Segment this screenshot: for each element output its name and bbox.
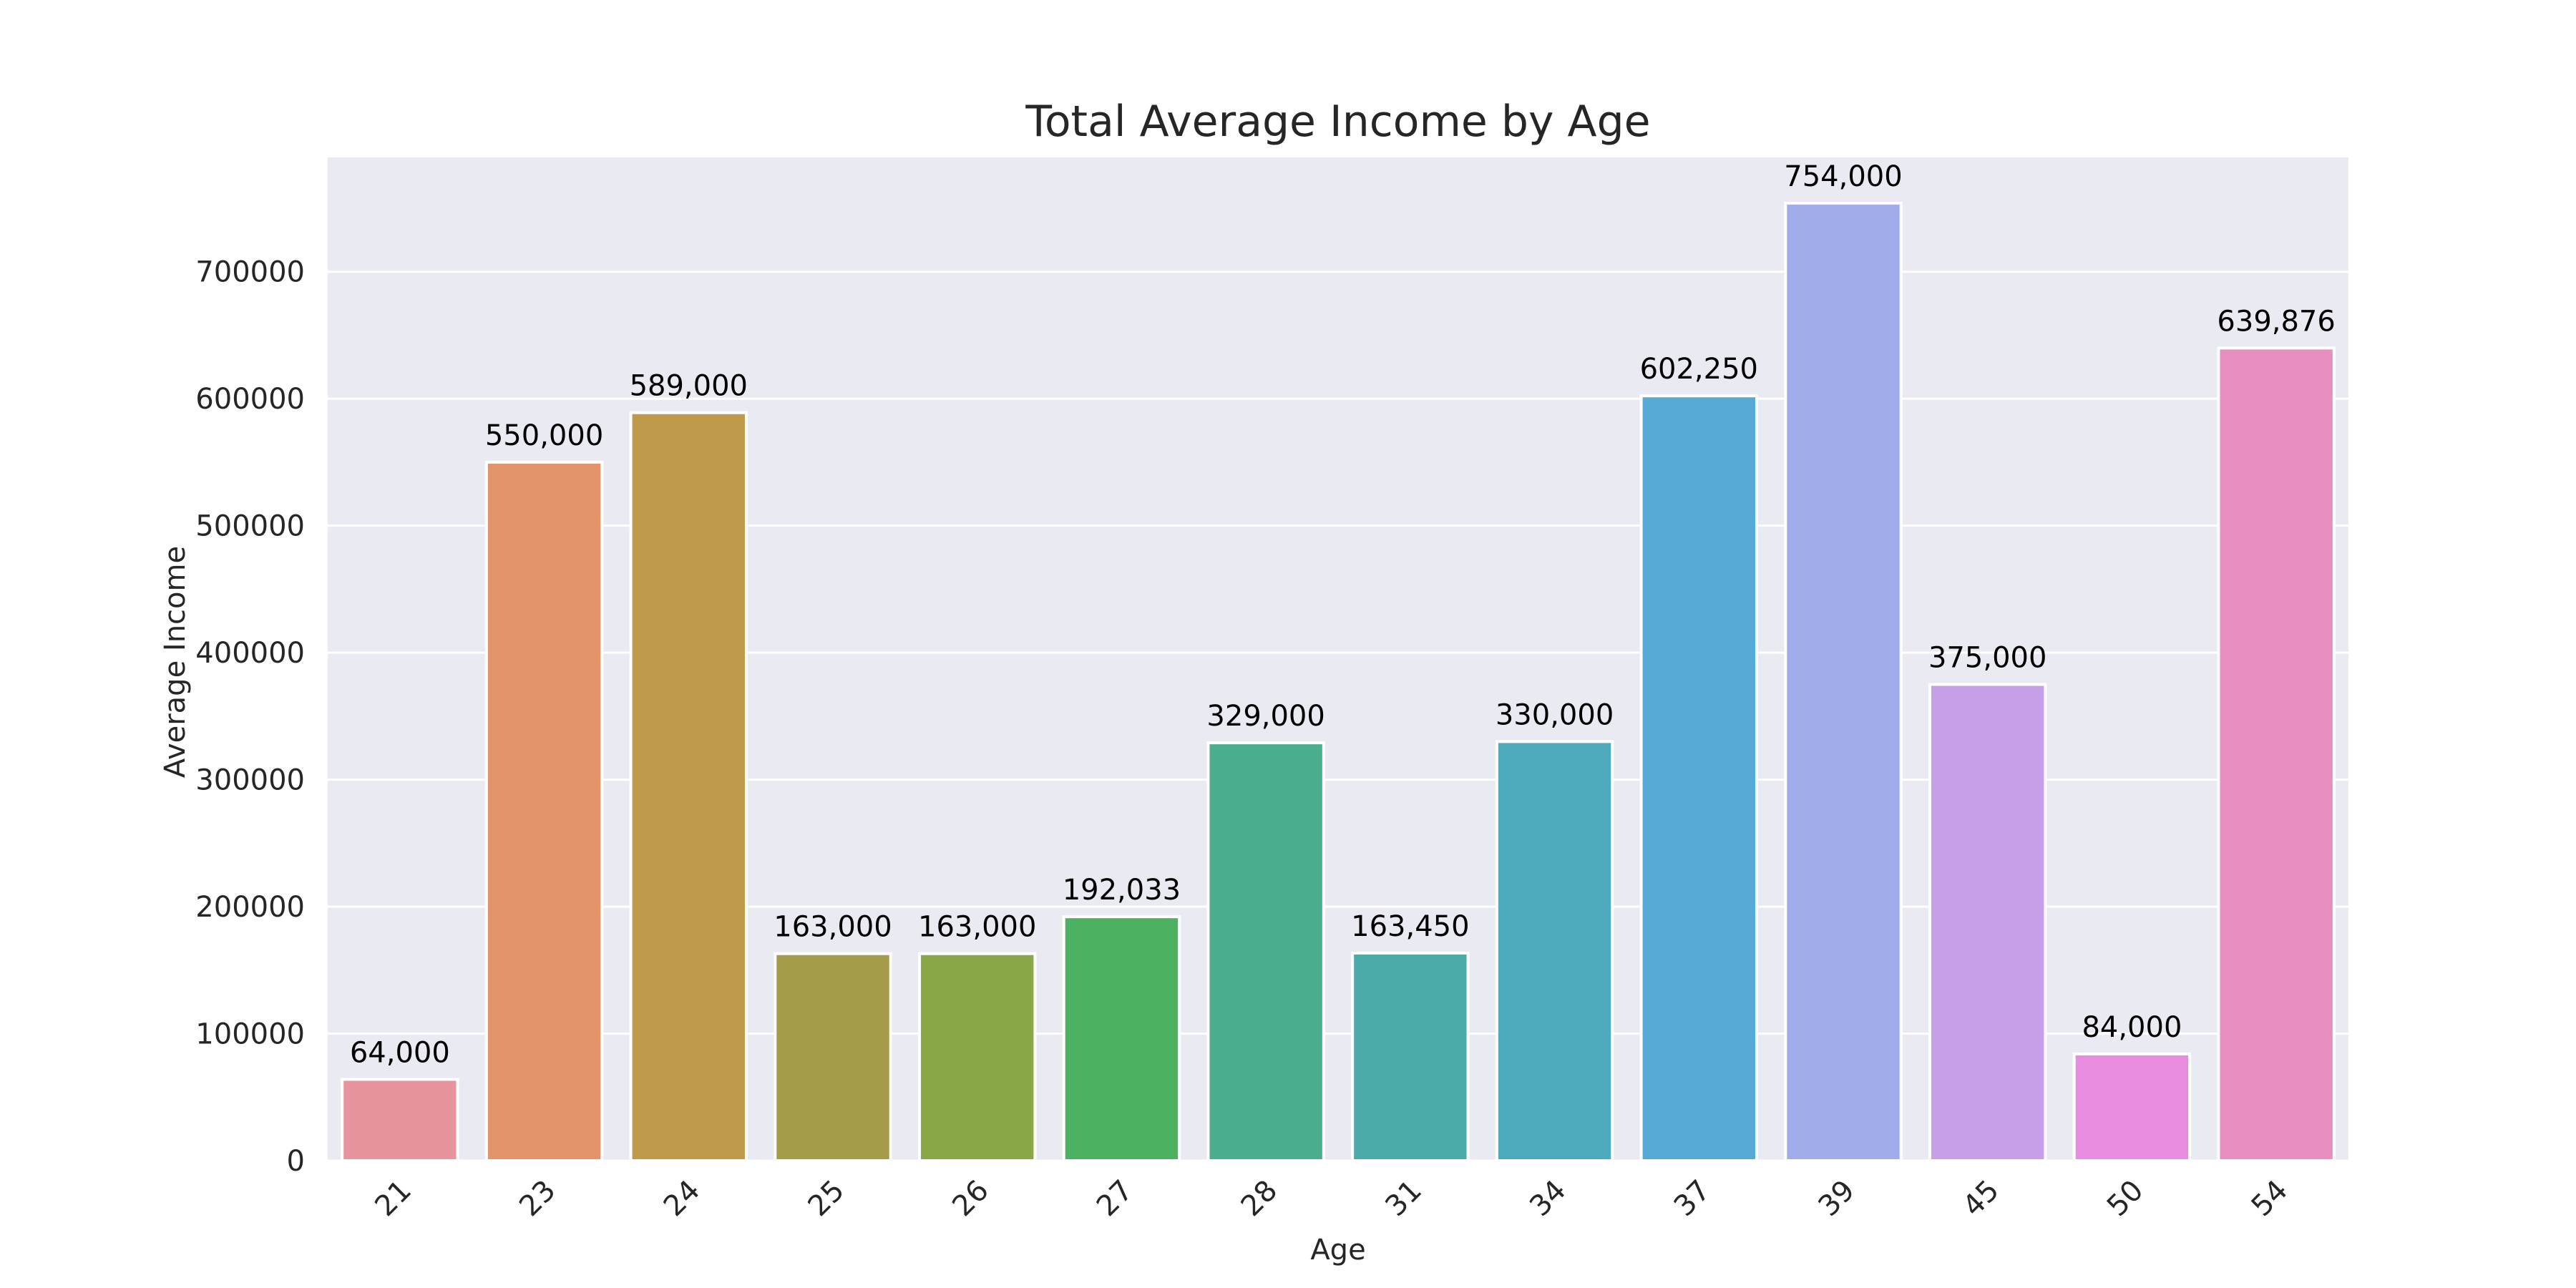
x-tick-label: 21 [369, 1174, 418, 1224]
value-label-age-31: 163,450 [1351, 910, 1469, 943]
x-tick-label: 26 [946, 1174, 995, 1224]
value-label-age-50: 84,000 [2082, 1011, 2182, 1044]
x-tick-label: 28 [1235, 1174, 1284, 1224]
y-tick-label: 0 [287, 1145, 305, 1178]
bar-age-45 [1928, 683, 2047, 1162]
value-label-age-26: 163,000 [918, 911, 1036, 944]
x-tick-label: 54 [2245, 1174, 2295, 1224]
bar-age-31 [1351, 951, 1470, 1162]
y-tick-label: 500000 [195, 510, 305, 543]
y-axis-ticks: 0 100000 200000 300000 400000 500000 600000 700… [195, 256, 305, 1178]
value-label-age-54: 639,876 [2217, 305, 2335, 338]
bar-age-37 [1639, 394, 1758, 1163]
bar-age-50 [2072, 1052, 2192, 1163]
value-label-age-25: 163,000 [774, 911, 892, 944]
value-label-age-34: 330,000 [1496, 698, 1614, 731]
x-tick-label: 25 [802, 1174, 852, 1224]
bar-age-26 [918, 952, 1037, 1162]
bars [341, 201, 2336, 1163]
bar-age-27 [1062, 915, 1181, 1162]
value-labels: 64,000 550,000 589,000 163,000 163,000 192,03… [350, 160, 2336, 1070]
x-axis-ticks: 21 23 24 25 26 27 28 31 34 37 39 45 50 54 [369, 1174, 2294, 1224]
x-tick-label: 39 [1813, 1174, 1862, 1224]
y-tick-label: 400000 [195, 637, 305, 670]
bar-age-28 [1206, 741, 1325, 1163]
value-label-age-23: 550,000 [485, 419, 603, 452]
x-tick-label: 31 [1379, 1174, 1428, 1224]
value-label-age-21: 64,000 [350, 1036, 450, 1069]
value-label-age-37: 602,250 [1640, 353, 1758, 386]
bar-age-39 [1784, 201, 1903, 1163]
y-tick-label: 200000 [195, 891, 305, 924]
x-tick-label: 37 [1668, 1174, 1717, 1224]
bar-age-21 [341, 1078, 459, 1163]
value-label-age-28: 329,000 [1206, 700, 1324, 733]
y-tick-label: 300000 [195, 764, 305, 797]
bar-age-34 [1495, 740, 1614, 1162]
value-label-age-39: 754,000 [1784, 160, 1902, 193]
y-tick-label: 700000 [195, 256, 305, 289]
x-tick-label: 34 [1523, 1174, 1573, 1224]
value-label-age-24: 589,000 [630, 370, 748, 403]
x-tick-label: 27 [1091, 1174, 1140, 1224]
bar-age-25 [774, 952, 892, 1162]
chart-title: Total Average Income by Age [1025, 97, 1650, 147]
y-tick-label: 100000 [195, 1018, 305, 1051]
value-label-age-27: 192,033 [1063, 874, 1181, 907]
x-tick-label: 23 [513, 1174, 562, 1224]
y-axis-label: Average Income [159, 546, 192, 778]
x-tick-label: 24 [658, 1174, 707, 1224]
value-label-age-45: 375,000 [1928, 641, 2046, 674]
x-tick-label: 50 [2101, 1174, 2150, 1224]
bar-age-54 [2217, 346, 2336, 1162]
x-axis-label: Age [1310, 1234, 1365, 1267]
bar-age-24 [629, 411, 748, 1162]
x-tick-label: 45 [1956, 1174, 2006, 1224]
y-tick-label: 600000 [195, 383, 305, 416]
bar-age-23 [484, 460, 604, 1162]
